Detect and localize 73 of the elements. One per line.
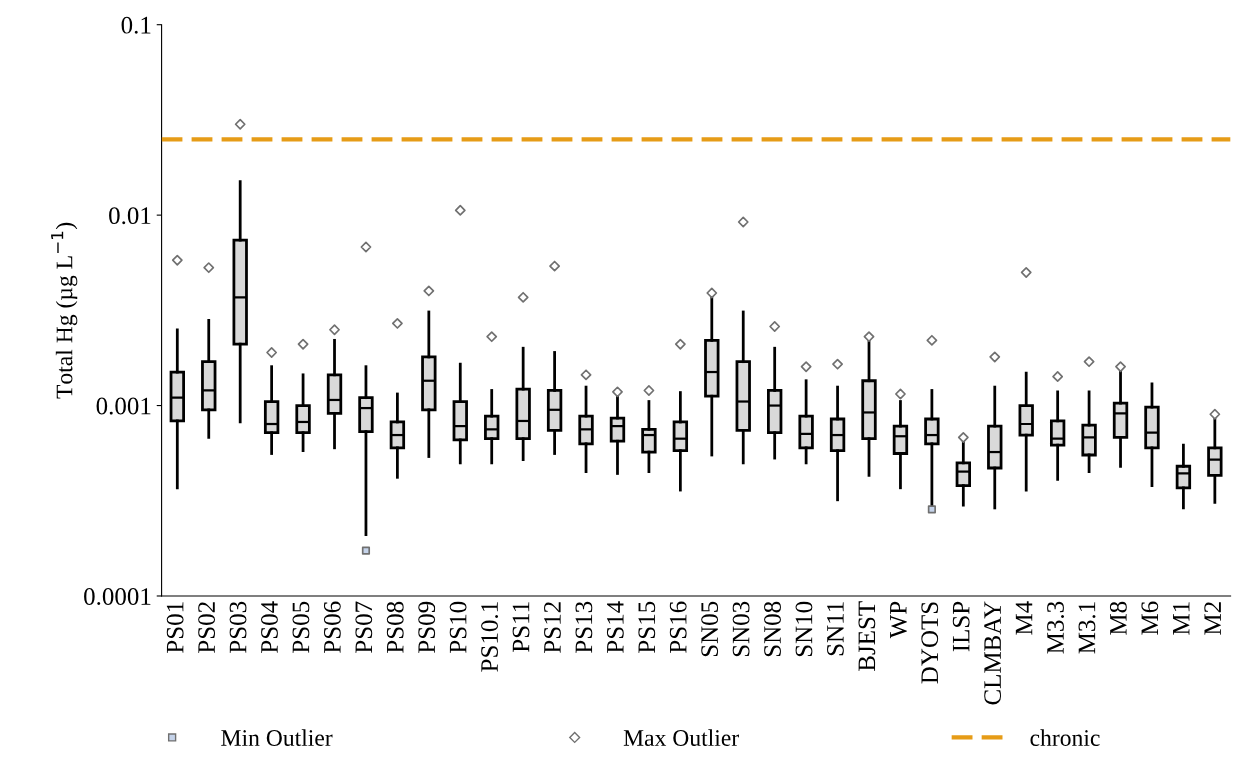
point bbox=[423, 285, 435, 297]
point bbox=[1083, 356, 1095, 368]
x-tick-label: PS16 bbox=[669, 601, 687, 653]
point bbox=[1115, 361, 1126, 373]
x-tick-label: PS08 bbox=[386, 601, 404, 653]
point bbox=[360, 241, 372, 253]
point bbox=[674, 338, 686, 350]
x-tick-label: SN03 bbox=[732, 601, 750, 657]
point bbox=[266, 347, 278, 358]
point bbox=[517, 291, 529, 303]
x-tick-label: WP bbox=[890, 601, 907, 639]
point bbox=[549, 260, 561, 272]
point bbox=[643, 385, 655, 396]
x-tick-label: PS09 bbox=[418, 601, 436, 653]
x-tick-label: PS06 bbox=[323, 601, 341, 653]
legend-label: Max Outlier bbox=[623, 729, 739, 746]
y-tick-label: 0.001 bbox=[96, 397, 151, 415]
point bbox=[454, 204, 466, 216]
x-tick-label: PS04 bbox=[261, 601, 278, 653]
point bbox=[171, 254, 183, 266]
point bbox=[737, 216, 749, 228]
x-tick-label: PS02 bbox=[198, 602, 216, 653]
x-tick-label: PS10.1 bbox=[481, 602, 499, 672]
point bbox=[989, 351, 1001, 363]
point bbox=[957, 432, 969, 443]
x-tick-label: PS07 bbox=[355, 601, 373, 653]
point bbox=[1020, 267, 1032, 278]
x-tick-label: PS14 bbox=[606, 601, 624, 653]
point bbox=[926, 334, 938, 346]
x-tick-label: PS13 bbox=[575, 601, 593, 653]
x-tick-label: PS11 bbox=[512, 602, 530, 652]
x-tick-label: SN05 bbox=[701, 601, 719, 657]
x-tick-label: PS01 bbox=[166, 602, 184, 653]
y-axis-title: Total Hg (µg L$^{−1}$) bbox=[51, 222, 78, 399]
x-tick-label: M6 bbox=[1141, 601, 1159, 635]
point bbox=[769, 321, 781, 332]
point bbox=[800, 361, 812, 373]
point bbox=[706, 287, 718, 299]
legend-label: chronic bbox=[1030, 729, 1100, 746]
y-tick-label: 0.01 bbox=[109, 207, 151, 225]
y-tick-label: 0.0001 bbox=[84, 588, 151, 606]
x-tick-label: PS10 bbox=[449, 601, 467, 653]
x-tick-label: BJEST bbox=[858, 601, 876, 671]
x-tick-label: SN10 bbox=[795, 601, 813, 657]
point bbox=[1052, 371, 1064, 382]
point bbox=[580, 369, 592, 381]
x-tick-label: M1 bbox=[1172, 602, 1190, 635]
point bbox=[486, 331, 498, 343]
y-tick-label: 0.1 bbox=[121, 16, 151, 34]
point bbox=[832, 358, 844, 370]
legend-label: Min Outlier bbox=[221, 729, 333, 746]
point bbox=[895, 388, 906, 400]
point bbox=[863, 331, 875, 343]
x-tick-label: M3.3 bbox=[1047, 601, 1065, 654]
x-tick-label: PS05 bbox=[292, 601, 310, 653]
point bbox=[391, 317, 403, 329]
x-tick-label: PS15 bbox=[638, 601, 656, 653]
point bbox=[234, 118, 246, 130]
x-tick-label: CLMBAY bbox=[984, 601, 1002, 705]
x-tick-label: PS12 bbox=[544, 602, 561, 653]
point bbox=[612, 386, 623, 398]
x-tick-label: SN11 bbox=[827, 602, 844, 656]
point bbox=[297, 338, 309, 350]
x-tick-label: M2 bbox=[1204, 602, 1221, 635]
x-tick-label: DYOTS bbox=[921, 602, 939, 684]
x-tick-label: M4 bbox=[1015, 601, 1033, 635]
point bbox=[203, 262, 215, 274]
point bbox=[329, 324, 340, 336]
x-tick-label: SN08 bbox=[764, 601, 781, 657]
x-tick-label: M3.1 bbox=[1078, 602, 1096, 654]
x-tick-label: PS03 bbox=[229, 601, 247, 653]
x-tick-label: M8 bbox=[1109, 601, 1127, 635]
x-tick-label: ILSP bbox=[952, 601, 970, 652]
